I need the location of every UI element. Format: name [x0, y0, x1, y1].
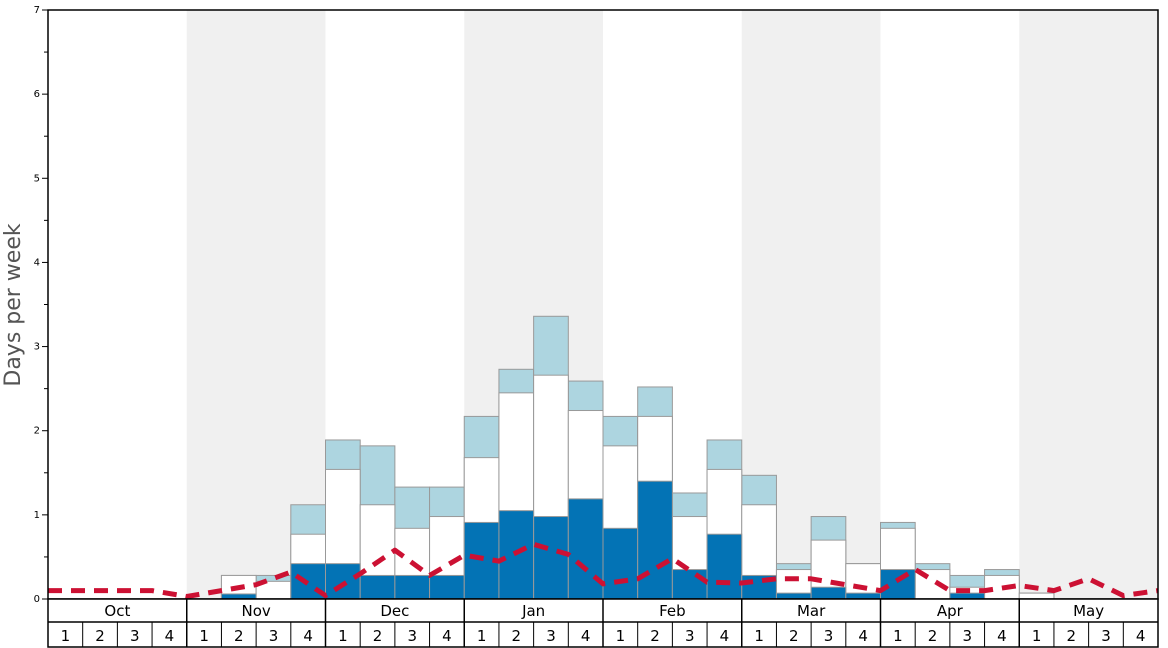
week-label-dec-2: 2	[373, 627, 383, 645]
y-tick-label-7: 7	[34, 5, 40, 16]
bar-white-28	[1018, 592, 1055, 600]
week-label-nov-4: 4	[303, 627, 313, 645]
week-label-may-1: 1	[1032, 627, 1042, 645]
week-label-jan-2: 2	[512, 627, 522, 645]
week-label-apr-1: 1	[893, 627, 903, 645]
month-shade-may	[1019, 10, 1158, 599]
bar-dark-14	[533, 516, 569, 600]
week-label-dec-1: 1	[338, 627, 348, 645]
bar-dark-11	[429, 574, 465, 600]
x-axis-group: Oct 1 2 3 4 Nov 1 2 3 4 Dec 1 2 3 4 Jan 1 2 3 4 Feb 1 2 3 4 Mar 1 2…	[47, 598, 1159, 648]
bar-dark-24	[880, 569, 916, 600]
week-label-may-3: 3	[1101, 627, 1111, 645]
week-label-oct-1: 1	[61, 627, 71, 645]
week-label-mar-4: 4	[858, 627, 868, 645]
week-label-nov-3: 3	[269, 627, 279, 645]
bar-dark-22	[810, 586, 847, 600]
month-label-mar: Mar	[797, 602, 826, 620]
bar-dark-16	[602, 527, 639, 600]
trend-line	[48, 541, 1159, 599]
y-tick-label-6: 6	[34, 89, 40, 100]
week-label-oct-2: 2	[95, 627, 105, 645]
y-tick-label-1: 1	[34, 510, 40, 521]
month-shading-group	[186, 10, 1158, 599]
y-tick-label-4: 4	[34, 257, 40, 268]
bar-dark-18	[671, 569, 708, 600]
bar-dark-15	[567, 498, 604, 600]
bar-dark-17	[637, 480, 673, 600]
month-label-oct: Oct	[104, 602, 130, 620]
week-label-mar-2: 2	[789, 627, 799, 645]
month-label-apr: Apr	[937, 602, 964, 620]
y-tick-label-3: 3	[34, 342, 40, 353]
week-label-nov-2: 2	[234, 627, 244, 645]
week-label-apr-4: 4	[997, 627, 1007, 645]
month-label-nov: Nov	[241, 602, 270, 620]
month-label-jan: Jan	[521, 602, 545, 620]
y-axis-label: Days per week	[1, 223, 26, 386]
week-label-jan-3: 3	[546, 627, 556, 645]
month-label-dec: Dec	[380, 602, 409, 620]
bars-group	[220, 315, 1055, 600]
bar-dark-8	[325, 563, 361, 600]
bar-dark-21	[775, 592, 812, 600]
month-label-may: May	[1073, 602, 1104, 620]
week-label-mar-3: 3	[824, 627, 834, 645]
y-tick-label-0: 0	[34, 594, 40, 605]
bar-dark-5	[220, 593, 257, 600]
week-label-jan-1: 1	[477, 627, 487, 645]
y-tick-label-5: 5	[34, 173, 40, 184]
week-label-jan-4: 4	[581, 627, 591, 645]
week-label-feb-1: 1	[616, 627, 626, 645]
week-label-feb-2: 2	[650, 627, 660, 645]
month-label-feb: Feb	[659, 602, 686, 620]
bar-dark-9	[359, 574, 396, 600]
week-label-oct-3: 3	[130, 627, 140, 645]
week-label-apr-2: 2	[928, 627, 938, 645]
week-label-oct-4: 4	[165, 627, 175, 645]
y-tick-label-2: 2	[34, 426, 40, 437]
bar-dark-26	[949, 592, 986, 600]
bar-dark-10	[394, 574, 431, 600]
bar-dark-19	[706, 533, 743, 600]
week-label-feb-4: 4	[720, 627, 730, 645]
week-label-feb-3: 3	[685, 627, 695, 645]
week-label-may-2: 2	[1067, 627, 1077, 645]
week-label-dec-4: 4	[442, 627, 452, 645]
bar-dark-23	[845, 592, 881, 600]
trend-line-group	[48, 541, 1159, 599]
week-label-dec-3: 3	[407, 627, 417, 645]
week-label-mar-1: 1	[754, 627, 764, 645]
week-label-nov-1: 1	[199, 627, 209, 645]
month-shade-nov	[186, 10, 326, 599]
week-label-apr-3: 3	[962, 627, 972, 645]
week-label-may-4: 4	[1136, 627, 1146, 645]
